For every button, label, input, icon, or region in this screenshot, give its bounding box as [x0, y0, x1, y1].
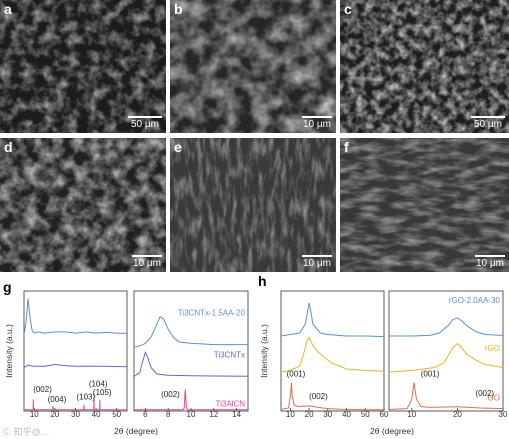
xrd-chart-h: Intensity (a.u.) 2θ (degree) 10 20 30 40 50 60 (…: [259, 290, 508, 436]
series-line-g-0-0: [23, 298, 128, 335]
scale-bar-e: 10 μm: [302, 255, 332, 269]
scale-bar-f: 10 μm: [475, 255, 505, 269]
plot-frame-h-1: [388, 290, 504, 412]
legend-label-h-2: GO: [488, 394, 500, 403]
scale-bar-text-c: 50 μm: [474, 119, 502, 130]
sem-panel-e: e 10 μm: [170, 138, 336, 272]
x-tick-label-g-1-14: 14: [232, 410, 241, 419]
series-line-g-1-1: [133, 350, 249, 377]
peak-label-h-1-0: (001): [421, 370, 440, 379]
peak-label-g-0-3: (104): [89, 380, 108, 389]
x-tick-label-h-1-30: 30: [499, 410, 508, 419]
x-axis-label-h: 2θ (degree): [370, 426, 414, 436]
x-tick-label-g-0-40: 40: [92, 410, 101, 419]
scale-bar-c: 50 μm: [471, 116, 505, 130]
x-tick-label-h-0-40: 40: [342, 410, 351, 419]
series-line-h-1-0: [389, 317, 504, 337]
peak-label-g-0-2: (103): [76, 393, 95, 402]
x-axis-label-g: 2θ (degree): [114, 426, 158, 436]
x-tick-label-h-0-20: 20: [305, 410, 314, 419]
series-line-h-1-1: [388, 342, 504, 373]
scale-bar-text-d: 10 μm: [133, 258, 161, 269]
y-axis-label-h: Intensity (a.u.): [259, 324, 269, 378]
panel-label-a: a: [4, 1, 12, 17]
x-tick-label-g-1-8: 8: [166, 410, 171, 419]
x-tick-label-g-1-12: 12: [209, 410, 218, 419]
x-tick-label-g-0-30: 30: [71, 410, 80, 419]
plot-frame-h-0: [280, 290, 385, 412]
series-line-h-1-2: [388, 382, 504, 410]
sem-image-f: [340, 138, 509, 272]
legend-label-g-2: Ti3AlCN: [216, 399, 246, 408]
peak-label-h-0-1: (002): [309, 392, 328, 401]
panel-label-e: e: [174, 139, 182, 155]
peak-label-h-1-1: (002): [475, 389, 494, 398]
x-tick-label-g-1-6: 6: [143, 410, 148, 419]
sem-image-d: [0, 138, 166, 272]
peak-label-g-0-4: (105): [93, 388, 112, 397]
x-tick-label-g-0-50: 50: [112, 410, 121, 419]
x-tick-label-h-0-50: 50: [361, 410, 370, 419]
scale-bar-text-a: 50 μm: [131, 119, 159, 130]
series-line-h-0-0: [280, 302, 385, 338]
sem-panel-c: c 50 μm: [340, 0, 509, 133]
x-tick-label-g-0-10: 10: [30, 410, 39, 419]
figure-label-h: h: [258, 273, 267, 289]
scale-bar-a: 50 μm: [128, 116, 162, 130]
xrd-chart-g: Intensity (a.u.) 2θ (degree) 10 20 30 40 50 (00…: [4, 290, 249, 436]
peak-label-g-1-0: (002): [161, 390, 180, 399]
scale-bar-text-f: 10 μm: [476, 258, 504, 269]
sem-image-b: [170, 0, 336, 133]
panel-label-f: f: [344, 139, 349, 155]
scale-bar-text-e: 10 μm: [303, 258, 331, 269]
x-tick-label-h-1-10: 10: [407, 410, 416, 419]
series-line-g-1-2: [134, 389, 248, 411]
legend-label-g-0: Ti3CNTx-1.5AA-20: [178, 308, 246, 317]
peak-label-g-0-1: (004): [48, 395, 67, 404]
scale-bar-b: 10 μm: [302, 116, 332, 130]
panel-label-d: d: [4, 139, 13, 155]
legend-label-g-1: Ti3CNTx: [214, 350, 245, 359]
sem-image-e: [170, 138, 336, 272]
peak-label-h-0-0: (001): [287, 370, 306, 379]
series-line-h-0-2: [280, 382, 384, 411]
panel-label-c: c: [344, 1, 352, 17]
legend-label-h-0: rGO-2.0AA-30: [449, 296, 501, 305]
x-tick-label-g-1-10: 10: [187, 410, 196, 419]
figure-label-g: g: [3, 279, 12, 295]
sem-image-c: [340, 0, 509, 133]
scale-bar-d: 10 μm: [132, 255, 162, 269]
series-line-g-1-0: [133, 315, 248, 348]
sem-panel-b: b 10 μm: [170, 0, 336, 133]
y-axis-label-g: Intensity (a.u.): [4, 324, 14, 378]
sem-panel-d: d 10 μm: [0, 138, 166, 272]
scale-bar-text-b: 10 μm: [303, 119, 331, 130]
watermark: Ⓒ 知乎@…: [2, 427, 50, 437]
panel-label-b: b: [174, 1, 183, 17]
x-tick-label-h-0-60: 60: [380, 410, 389, 419]
x-tick-label-h-0-30: 30: [323, 410, 332, 419]
sem-panel-a: a 50 μm: [0, 0, 166, 133]
sem-panel-f: f 10 μm: [340, 138, 509, 272]
series-line-g-0-2: [24, 396, 127, 411]
x-tick-label-g-0-20: 20: [50, 410, 59, 419]
series-line-h-0-1: [280, 336, 385, 373]
legend-label-h-1: rGO: [485, 344, 500, 353]
x-tick-label-h-0-10: 10: [286, 410, 295, 419]
peak-label-g-0-0: (002): [33, 385, 52, 394]
sem-image-a: [0, 0, 166, 133]
x-tick-label-h-1-20: 20: [453, 410, 462, 419]
series-line-g-0-1: [23, 363, 127, 369]
